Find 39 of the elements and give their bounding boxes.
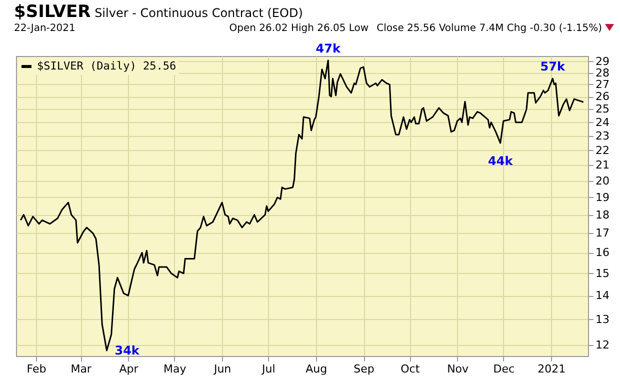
x-tick-label: Nov <box>447 362 470 376</box>
y-tick-label: 14 <box>596 289 610 302</box>
y-tick-label: 13 <box>596 312 610 326</box>
y-tick-label: 27 <box>596 78 610 91</box>
y-tick-label: 28 <box>596 66 610 80</box>
annotation: 34k <box>114 344 140 358</box>
y-tick-label: 15 <box>596 266 610 280</box>
chart-title: $SILVER Silver - Continuous Contract (EOD) <box>14 2 304 22</box>
legend-label: $SILVER (Daily) 25.56 <box>37 60 176 72</box>
x-tick-label: Mar <box>70 362 92 376</box>
text: Open 26.02 High 26.05 Low <box>229 23 369 34</box>
x-tick-label: Aug <box>306 362 328 376</box>
x-tick-label: May <box>164 362 187 376</box>
annotation: 47k <box>316 41 342 56</box>
annotation: 44k <box>488 154 514 168</box>
x-tick-label: Apr <box>119 362 139 376</box>
y-tick-label: 24 <box>596 116 610 129</box>
text: Close 25.56 Volume 7.4M Chg -0.30 (-1.15%) <box>376 23 602 34</box>
x-tick-label: Oct <box>400 362 420 376</box>
x-tick-label: 2021 <box>538 362 566 376</box>
x-tick-label: Dec <box>493 362 515 376</box>
y-tick-label: 17 <box>596 226 610 240</box>
x-tick-label: Jul <box>261 362 276 376</box>
y-tick-label: 23 <box>596 130 610 142</box>
annotation: 57k <box>540 60 566 74</box>
chart-subtitle: 22-Jan-2021 <box>14 23 76 34</box>
x-tick-label: Sep <box>354 362 374 376</box>
y-tick-label: 26 <box>596 90 610 104</box>
y-tick-label: 25 <box>596 102 610 116</box>
y-tick-label: 20 <box>596 174 610 188</box>
y-tick-label: 22 <box>596 144 610 157</box>
x-tick-label: Feb <box>26 362 46 376</box>
y-tick-label: 16 <box>596 246 610 260</box>
y-tick-label: 12 <box>596 338 610 352</box>
y-tick-label: 21 <box>596 158 610 172</box>
y-tick-label: 19 <box>596 190 610 204</box>
y-tick-label: 18 <box>596 208 610 222</box>
x-tick-label: Jun <box>212 362 232 376</box>
y-tick-label: 29 <box>596 54 610 68</box>
